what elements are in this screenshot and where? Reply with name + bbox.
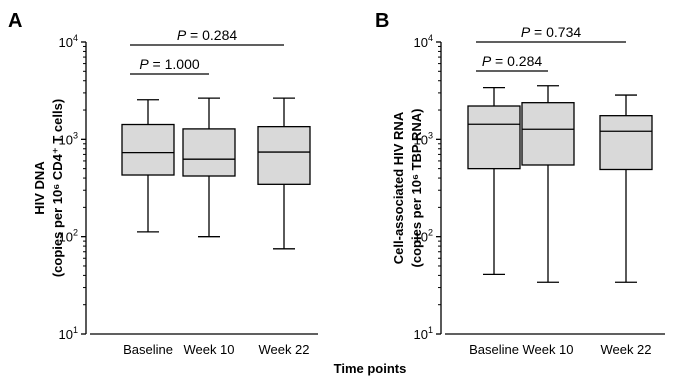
iqr-box — [257, 125, 311, 185]
box-plot — [257, 97, 311, 250]
box-plot — [121, 99, 175, 233]
y-axis-title: Cell-associated HIV RNA — [391, 111, 406, 264]
p-value-label: P = 0.284 — [177, 27, 238, 43]
y-tick-label: 101 — [414, 325, 433, 342]
y-tick-label: 102 — [414, 228, 433, 245]
iqr-box — [521, 102, 575, 166]
y-tick-label: 104 — [414, 33, 433, 50]
panel-b: B 101 102 103 104 Baseline Week 10 Week 22 Cell-… — [375, 10, 665, 357]
x-tick-label: Baseline — [469, 342, 519, 357]
iqr-box — [467, 105, 521, 170]
panel-letter: A — [8, 10, 22, 32]
panel-letter: B — [375, 10, 389, 32]
y-axis-title: HIV DNA — [32, 161, 47, 215]
p-value-label: P = 0.284 — [482, 53, 543, 69]
x-tick-label: Baseline — [123, 342, 173, 357]
iqr-box — [599, 115, 653, 171]
p-value-label: P = 1.000 — [139, 56, 200, 72]
x-axis-title: Time points — [334, 361, 407, 376]
y-tick-label: 102 — [59, 228, 78, 245]
y-tick-label: 103 — [414, 130, 433, 147]
x-tick-label: Week 22 — [600, 342, 651, 357]
y-axis-subtitle: (copies per 10⁶ CD4⁺ T cells) — [50, 99, 65, 277]
x-tick-label: Week 22 — [258, 342, 309, 357]
y-tick-label: 101 — [59, 325, 78, 342]
iqr-box — [121, 123, 175, 176]
y-tick-label: 104 — [59, 33, 78, 50]
panel-a: A 101 102 103 104 Baseline Week 10 Week 22 HIV D… — [8, 10, 318, 357]
x-tick-label: Week 10 — [183, 342, 234, 357]
p-value-label: P = 0.734 — [521, 24, 582, 40]
y-tick-label: 103 — [59, 130, 78, 147]
x-tick-label: Week 10 — [522, 342, 573, 357]
y-axis-subtitle: (copies per 10⁶ TBP RNA) — [409, 109, 424, 268]
iqr-box — [182, 128, 236, 177]
box-plot — [182, 97, 236, 238]
box-plot — [467, 86, 521, 276]
box-plot — [599, 94, 653, 283]
box-plot — [521, 85, 575, 283]
